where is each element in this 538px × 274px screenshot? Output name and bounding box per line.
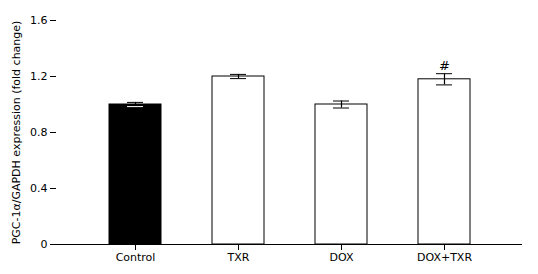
svg-text:TXR: TXR	[227, 251, 250, 264]
svg-text:1.2: 1.2	[30, 70, 48, 83]
svg-text:DOX+TXR: DOX+TXR	[417, 251, 472, 264]
svg-text:PGC-1α/GAPDH expression (fold: PGC-1α/GAPDH expression (fold change)	[10, 21, 23, 245]
svg-text:1.6: 1.6	[30, 14, 48, 27]
svg-text:Control: Control	[116, 251, 156, 264]
svg-text:0: 0	[41, 238, 48, 251]
svg-text:0.8: 0.8	[30, 126, 48, 139]
svg-text:DOX: DOX	[330, 251, 354, 264]
svg-text:#: #	[439, 58, 450, 73]
svg-text:0.4: 0.4	[30, 182, 48, 195]
